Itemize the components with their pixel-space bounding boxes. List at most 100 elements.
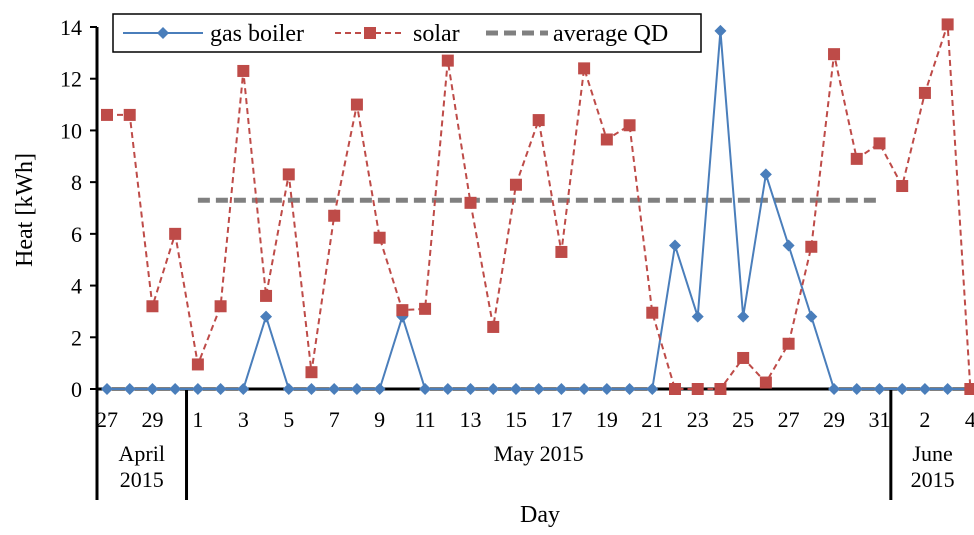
x-tick-label: 15 (505, 407, 527, 432)
solar-point (532, 114, 545, 127)
gas-boiler-point (737, 310, 750, 323)
solar-point (487, 320, 500, 333)
x-tick-label: 21 (641, 407, 663, 432)
gas-boiler-point (487, 383, 500, 395)
gas-boiler-point (555, 383, 568, 395)
gas-boiler-point (714, 24, 727, 37)
solar-point (464, 196, 477, 209)
solar-series (101, 18, 974, 395)
x-axis-title: Day (520, 502, 560, 528)
solar-line (107, 24, 972, 390)
solar-point (305, 366, 318, 379)
gas-boiler-point (828, 383, 841, 395)
solar-point (419, 302, 432, 315)
solar-point (214, 300, 227, 313)
gas-boiler-point (146, 383, 159, 395)
x-tick-label: 2 (919, 407, 930, 432)
gas-boiler-point (169, 383, 182, 395)
solar-point (941, 18, 954, 31)
legend: gas boiler solar average QD (112, 13, 702, 53)
x-tick-label: 11 (414, 407, 435, 432)
solar-point (441, 54, 454, 67)
gas-boiler-point (214, 383, 227, 395)
solar-point (714, 383, 727, 395)
month-year-label: 2015 (911, 467, 955, 492)
gas-boiler-point (464, 383, 477, 395)
solar-point (850, 152, 863, 165)
gas-boiler-point (782, 239, 795, 252)
x-tick-label: 3 (238, 407, 249, 432)
solar-point (555, 245, 568, 258)
gas-boiler-point (123, 383, 136, 395)
gas-boiler-point (441, 383, 454, 395)
y-tick-label: 4 (71, 274, 82, 299)
solar-point (191, 358, 204, 371)
month-label: May 2015 (494, 441, 584, 466)
gas-boiler-point (759, 168, 772, 181)
legend-gas-boiler-marker (157, 27, 169, 39)
x-tick-label: 31 (868, 407, 890, 432)
solar-point (669, 383, 681, 395)
gas-boiler-point (532, 383, 545, 395)
solar-point (123, 108, 136, 121)
x-tick-label: 29 (141, 407, 163, 432)
gas-boiler-point (918, 383, 931, 395)
gas-boiler-point (509, 383, 522, 395)
legend-gas-boiler-label: gas boiler (210, 21, 304, 47)
gas-boiler-point (805, 310, 818, 323)
gas-boiler-point (600, 383, 613, 395)
solar-point (873, 137, 886, 150)
solar-point (509, 178, 522, 191)
x-tick-label: 13 (460, 407, 482, 432)
solar-point (260, 289, 273, 302)
solar-point (737, 351, 750, 364)
gas-boiler-point (691, 310, 704, 323)
gas-boiler-point (941, 383, 954, 395)
solar-point (146, 300, 159, 313)
solar-point (282, 168, 295, 181)
y-tick-label: 10 (60, 118, 82, 143)
gas-boiler-point (191, 383, 204, 395)
gas-boiler-point (373, 383, 386, 395)
solar-point (169, 227, 182, 240)
month-label: June (912, 441, 952, 466)
solar-point (600, 133, 613, 146)
solar-point (396, 304, 409, 317)
month-year-label: 2015 (120, 467, 164, 492)
legend-solar-marker (364, 27, 376, 39)
x-tick-label: 1 (192, 407, 203, 432)
solar-point (964, 383, 974, 395)
legend-box (112, 13, 702, 53)
x-tick-label: 25 (732, 407, 754, 432)
x-tick-label: 19 (596, 407, 618, 432)
gas-boiler-point (419, 383, 432, 395)
x-tick-label: 23 (687, 407, 709, 432)
y-tick-label: 12 (60, 67, 82, 92)
x-tick-label: 29 (823, 407, 845, 432)
gas-boiler-series (101, 24, 974, 395)
gas-boiler-point (305, 383, 318, 395)
x-tick-label: 9 (374, 407, 385, 432)
solar-point (646, 306, 659, 319)
solar-point (828, 48, 841, 61)
gas-boiler-point (873, 383, 886, 395)
x-tick-label: 4 (965, 407, 974, 432)
gas-boiler-point (260, 310, 273, 323)
solar-point (918, 86, 931, 99)
solar-point (782, 337, 795, 350)
x-tick-label: 5 (283, 407, 294, 432)
legend-average-qd-label: average QD (553, 21, 668, 47)
gas-boiler-point (646, 383, 659, 395)
solar-point (623, 119, 636, 132)
solar-point (101, 108, 113, 121)
solar-point (328, 209, 341, 222)
x-tick-label: 27 (96, 407, 118, 432)
x-tick-label: 7 (329, 407, 340, 432)
solar-point (805, 240, 818, 253)
gas-boiler-point (623, 383, 636, 395)
solar-point (350, 98, 363, 111)
solar-point (237, 64, 250, 77)
gas-boiler-point (578, 383, 591, 395)
y-tick-label: 0 (71, 377, 82, 402)
